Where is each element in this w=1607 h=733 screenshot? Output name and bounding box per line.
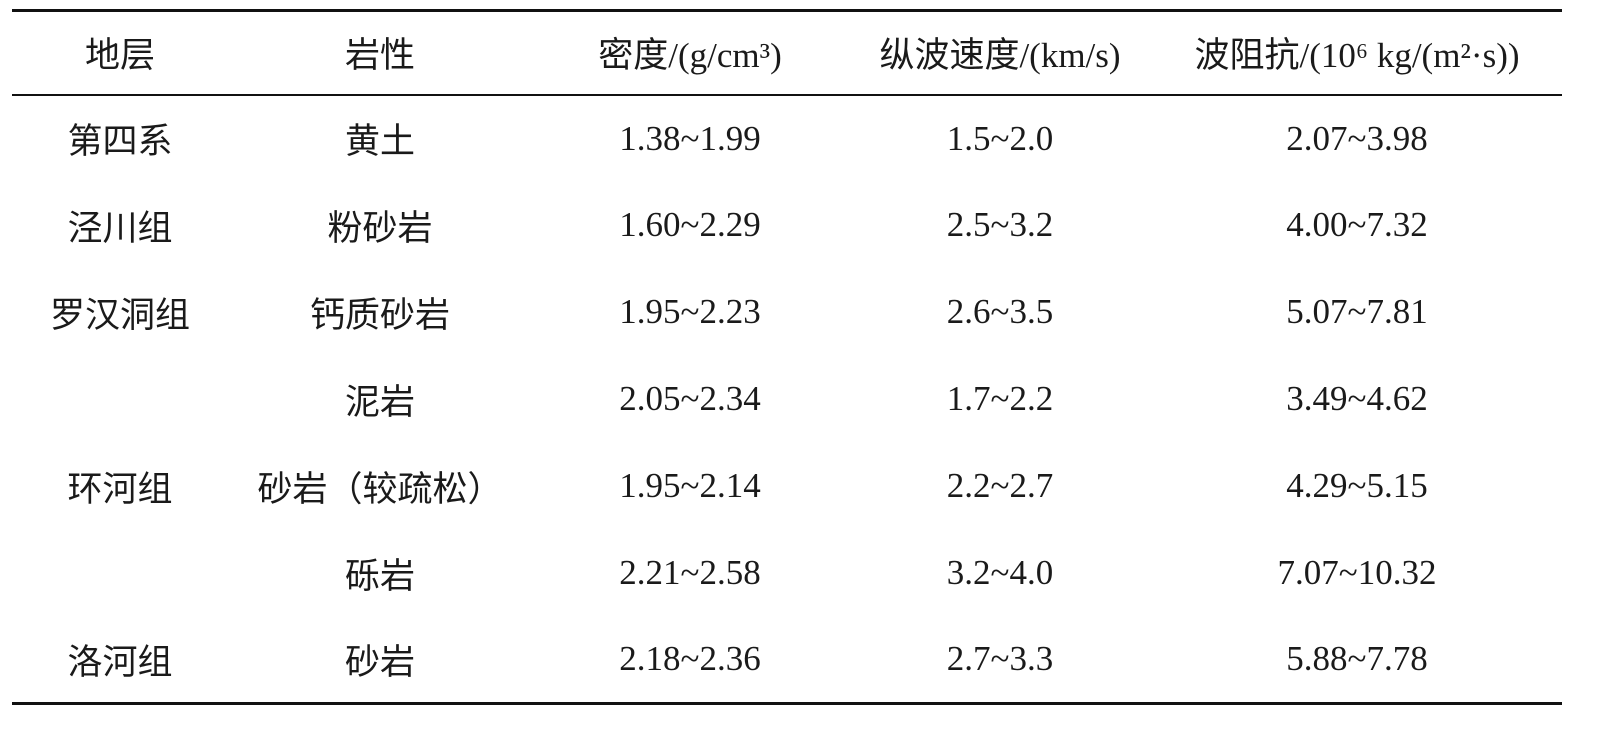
data-table: 地层 岩性 密度/(g/cm³) 纵波速度/(km/s) 波阻抗/(10⁶ kg/(m²… <box>12 9 1562 705</box>
table-cell: 粉砂岩 <box>327 208 433 248</box>
header-cell: 纵波速度/(km/s) <box>848 10 1152 96</box>
table-row: 砂岩（较疏松） 1.95~2.14 2.2~2.7 4.29~5.15 <box>12 443 1562 530</box>
table-cell: 砂岩 <box>344 642 415 682</box>
table-cell: 3.49~4.62 <box>1286 379 1428 418</box>
table-cell: 2.2~2.7 <box>946 466 1054 505</box>
layer-cell: 环河组 <box>67 469 173 509</box>
table-cell: 1.95~2.23 <box>619 292 761 331</box>
table-row: 罗汉洞组 钙质砂岩 1.95~2.23 2.6~3.5 5.07~7.81 <box>12 269 1562 356</box>
table-cell: 4.00~7.32 <box>1286 205 1428 244</box>
table-cell: 砂岩（较疏松） <box>257 469 503 509</box>
table-cell: 2.05~2.34 <box>619 379 761 418</box>
table-cell: 泥岩 <box>344 382 415 422</box>
table-row: 泾川组 粉砂岩 1.60~2.29 2.5~3.2 4.00~7.32 <box>12 182 1562 269</box>
table-cell: 1.95~2.14 <box>619 466 761 505</box>
table-cell: 2.5~3.2 <box>946 205 1054 244</box>
table-cell: 2.21~2.58 <box>619 553 761 592</box>
table-body: 第四系 黄土 1.38~1.99 1.5~2.0 2.07~3.98 泾川组 粉砂岩 1.60… <box>12 95 1562 704</box>
layer-cell: 洛河组 <box>67 642 173 682</box>
table-cell: 4.29~5.15 <box>1286 466 1428 505</box>
table-cell: 2.18~2.36 <box>619 639 761 679</box>
header-row: 地层 岩性 密度/(g/cm³) 纵波速度/(km/s) 波阻抗/(10⁶ kg/(m²… <box>12 10 1562 96</box>
header-cell: 密度/(g/cm³) <box>532 10 848 96</box>
table-row: 砾岩 2.21~2.58 3.2~4.0 7.07~10.32 <box>12 530 1562 617</box>
header-cell: 波阻抗/(10⁶ kg/(m²·s)) <box>1152 10 1562 96</box>
table-cell: 1.38~1.99 <box>619 118 761 158</box>
table-cell: 3.2~4.0 <box>946 553 1054 592</box>
table-cell: 1.5~2.0 <box>946 118 1054 158</box>
layer-cell: 泾川组 <box>67 208 173 248</box>
table-cell: 5.07~7.81 <box>1286 292 1428 331</box>
header-cell: 岩性 <box>228 10 532 96</box>
table-row: 洛河组 砂岩 2.18~2.36 2.7~3.3 5.88~7.78 <box>12 617 1562 704</box>
table-row: 第四系 黄土 1.38~1.99 1.5~2.0 2.07~3.98 <box>12 95 1562 182</box>
table-cell: 砾岩 <box>344 556 415 596</box>
table-cell: 1.60~2.29 <box>619 205 761 244</box>
table-cell: 5.88~7.78 <box>1286 639 1428 679</box>
table-row: 环河组 泥岩 2.05~2.34 1.7~2.2 3.49~4.62 <box>12 356 1562 509</box>
table-cell: 2.7~3.3 <box>946 639 1054 679</box>
layer-cell: 罗汉洞组 <box>49 295 190 335</box>
header-cell: 地层 <box>12 10 228 96</box>
table-cell: 黄土 <box>344 122 415 161</box>
table-cell: 7.07~10.32 <box>1277 553 1437 592</box>
table-header: 地层 岩性 密度/(g/cm³) 纵波速度/(km/s) 波阻抗/(10⁶ kg/(m²… <box>12 10 1562 96</box>
table-cell: 2.07~3.98 <box>1286 118 1428 158</box>
layer-cell: 第四系 <box>67 122 173 161</box>
table-cell: 钙质砂岩 <box>309 295 450 335</box>
table-cell: 1.7~2.2 <box>946 379 1054 418</box>
table-cell: 2.6~3.5 <box>946 292 1054 331</box>
